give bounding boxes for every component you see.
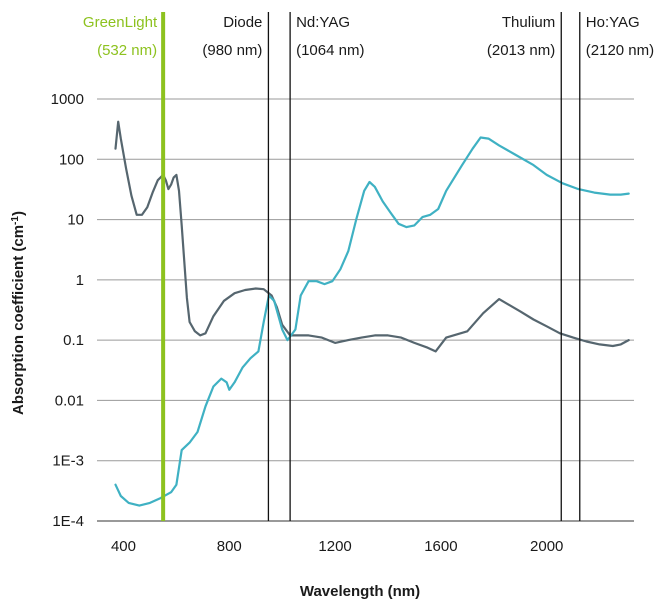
laser-name-label: Ho:YAG	[586, 14, 640, 31]
y-axis-title-main: Absorption coefficient (cm	[10, 225, 27, 415]
laser-wavelength-label: (980 nm)	[202, 42, 262, 59]
x-tick-label: 2000	[530, 538, 563, 555]
y-axis-title: Absorption coefficient (cm-1)	[10, 211, 28, 415]
y-tick-label: 1E-3	[52, 453, 84, 470]
laser-wavelength-label: (2120 nm)	[586, 42, 654, 59]
x-tick-label: 400	[111, 538, 136, 555]
laser-wavelength-label: (1064 nm)	[296, 42, 364, 59]
x-tick-label: 1200	[318, 538, 351, 555]
x-tick-label: 800	[217, 538, 242, 555]
y-axis-title-close: )	[10, 211, 27, 216]
laser-name-label: Thulium	[502, 14, 555, 31]
series-line-2	[116, 138, 629, 506]
x-axis-title: Wavelength (nm)	[300, 583, 420, 600]
y-tick-label: 1000	[51, 91, 84, 108]
y-tick-label: 0.1	[63, 332, 84, 349]
series-line-1	[116, 122, 629, 352]
laser-name-label: Nd:YAG	[296, 14, 350, 31]
y-tick-label: 1E-4	[52, 513, 84, 530]
y-tick-label: 1	[76, 272, 84, 289]
y-tick-label: 100	[59, 151, 84, 168]
y-tick-label: 10	[67, 212, 84, 229]
laser-name-label: Diode	[223, 14, 262, 31]
laser-wavelength-label: (532 nm)	[97, 42, 157, 59]
tick-labels: 1000 100 10 1 0.1 0.01 1E-3 1E-4 400 800 1200 1600 2…	[51, 91, 564, 555]
x-tick-label: 1600	[424, 538, 457, 555]
y-tick-label: 0.01	[55, 392, 84, 409]
series-layer	[116, 122, 629, 506]
laser-name-label: GreenLight	[83, 14, 158, 31]
grid-lines	[97, 99, 634, 521]
laser-lines: GreenLight (532 nm) Diode (980 nm) Nd:YAG (10…	[83, 12, 654, 521]
laser-wavelength-label: (2013 nm)	[487, 42, 555, 59]
